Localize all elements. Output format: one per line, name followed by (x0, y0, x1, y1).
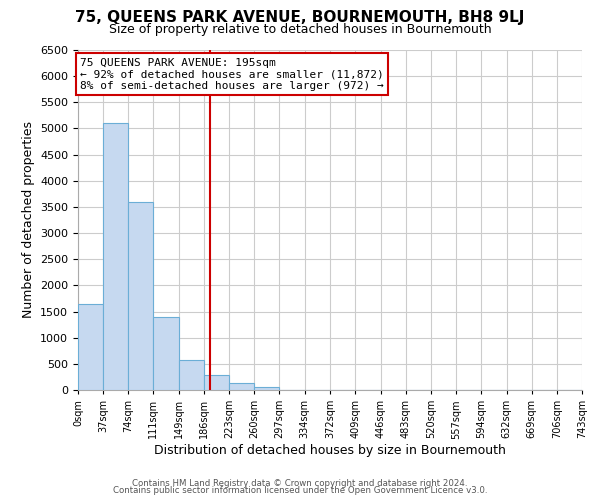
Bar (153, 317, 179, 390)
Bar (204, 375, 229, 390)
Bar (128, 202, 153, 390)
Text: Size of property relative to detached houses in Bournemouth: Size of property relative to detached ho… (109, 22, 491, 36)
Bar (103, 123, 128, 390)
Text: Contains HM Land Registry data © Crown copyright and database right 2024.: Contains HM Land Registry data © Crown c… (132, 478, 468, 488)
Bar (78, 304, 103, 390)
Y-axis label: Number of detached properties: Number of detached properties (22, 122, 35, 318)
X-axis label: Distribution of detached houses by size in Bournemouth: Distribution of detached houses by size … (154, 444, 506, 457)
Bar (229, 382, 254, 390)
Bar (254, 388, 280, 390)
Text: 75 QUEENS PARK AVENUE: 195sqm
← 92% of detached houses are smaller (11,872)
8% o: 75 QUEENS PARK AVENUE: 195sqm ← 92% of d… (80, 58, 384, 91)
Text: 75, QUEENS PARK AVENUE, BOURNEMOUTH, BH8 9LJ: 75, QUEENS PARK AVENUE, BOURNEMOUTH, BH8… (76, 10, 524, 25)
Bar (179, 360, 204, 390)
Text: Contains public sector information licensed under the Open Government Licence v3: Contains public sector information licen… (113, 486, 487, 495)
